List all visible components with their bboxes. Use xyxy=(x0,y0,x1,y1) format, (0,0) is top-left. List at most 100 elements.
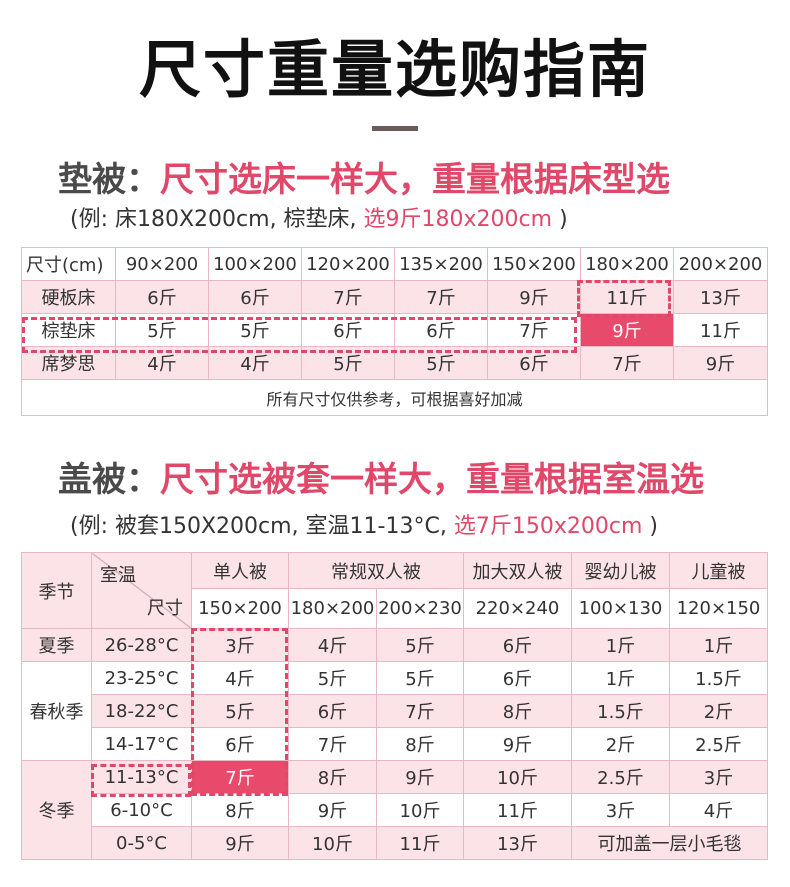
temp-cell: 26-28°C xyxy=(91,628,192,662)
table-cell: 1.5斤 xyxy=(669,661,768,695)
table-cell: 1.5斤 xyxy=(571,694,670,728)
season-label: 冬季 xyxy=(21,760,92,860)
table-size-row: 150×200 180×200 200×230 220×240 100×130 … xyxy=(22,588,768,629)
highlighted-cell: 9斤 xyxy=(580,313,674,347)
table-cell: 10斤 xyxy=(288,826,377,860)
table-cell: 2.5斤 xyxy=(669,727,768,761)
size-header: 220×240 xyxy=(463,588,572,629)
temp-size-header: 室温 尺寸 xyxy=(91,552,192,629)
table-cell: 2斤 xyxy=(669,694,768,728)
size-header: 150×200 xyxy=(191,588,289,629)
table-cell: 4斤 xyxy=(191,661,289,695)
table-header-row: 尺寸(cm) 90×200 100×200 120×200 135×200 15… xyxy=(21,247,768,281)
table-row: 14-17°C 6斤 7斤 8斤 9斤 2斤 2.5斤 xyxy=(22,727,768,761)
table-row: 夏季 26-28°C 3斤 4斤 5斤 6斤 1斤 1斤 xyxy=(21,628,768,662)
table-cell: 10斤 xyxy=(376,793,464,827)
table-cell: 10斤 xyxy=(463,760,572,794)
section2-example: (例: 被套150X200cm, 室温11-13°C, 选7斤150x200cm… xyxy=(70,512,658,542)
section2-example-end: ) xyxy=(642,514,658,539)
table-cell: 7斤 xyxy=(288,727,377,761)
table-cell: 5斤 xyxy=(208,313,302,347)
table-cell: 1斤 xyxy=(571,628,670,662)
section1-heading-accent: 尺寸选床一样大，重量根据床型选 xyxy=(160,160,670,200)
table-header-row: 季节 室温 尺寸 单人被 常规双人被 加大双人被 婴幼儿被 儿童被 xyxy=(21,552,768,629)
table-cell: 3斤 xyxy=(191,628,289,662)
row-label: 席梦思 xyxy=(21,346,116,380)
table-cell: 4斤 xyxy=(115,346,209,380)
table-cell: 9斤 xyxy=(191,826,289,860)
table-cell: 5斤 xyxy=(394,346,488,380)
last-row-note: 可加盖一层小毛毯 xyxy=(571,826,768,860)
row-label: 硬板床 xyxy=(21,280,116,314)
size-header: 100×200 xyxy=(208,247,302,281)
section2-heading-accent: 尺寸选被套一样大，重量根据室温选 xyxy=(160,460,704,500)
table-cell: 11斤 xyxy=(463,793,572,827)
table-cell: 6斤 xyxy=(115,280,209,314)
type-header: 婴幼儿被 xyxy=(571,552,670,589)
table-cell: 4斤 xyxy=(288,628,377,662)
section2-example-plain: (例: 被套150X200cm, 室温11-13°C, xyxy=(70,514,454,539)
table-cell: 8斤 xyxy=(288,760,377,794)
table-cell: 11斤 xyxy=(580,280,674,314)
table-cell: 1斤 xyxy=(669,628,768,662)
type-header: 单人被 xyxy=(191,552,289,589)
table-cell: 13斤 xyxy=(673,280,768,314)
table-cell: 6斤 xyxy=(463,628,572,662)
type-header: 加大双人被 xyxy=(463,552,572,589)
title-underline xyxy=(372,126,418,131)
table-cell: 6斤 xyxy=(288,694,377,728)
type-header: 儿童被 xyxy=(669,552,768,589)
size-header: 135×200 xyxy=(394,247,488,281)
table-cell: 8斤 xyxy=(376,727,464,761)
size-header: 200×200 xyxy=(673,247,768,281)
table-cell: 5斤 xyxy=(191,694,289,728)
table-cell: 5斤 xyxy=(301,346,395,380)
table-cell: 2.5斤 xyxy=(571,760,670,794)
size-header: 90×200 xyxy=(115,247,209,281)
table-cell: 9斤 xyxy=(376,760,464,794)
section2-heading: 盖被：尺寸选被套一样大，重量根据室温选 xyxy=(58,458,704,502)
type-header: 常规双人被 xyxy=(288,552,464,589)
table-cell: 6斤 xyxy=(487,346,581,380)
table-cell: 5斤 xyxy=(115,313,209,347)
size-header: 200×230 xyxy=(376,588,464,629)
season-header: 季节 xyxy=(21,552,92,629)
section1-heading: 垫被：尺寸选床一样大，重量根据床型选 xyxy=(58,158,670,202)
temp-cell: 14-17°C xyxy=(91,727,192,761)
table-row: 0-5°C 9斤 10斤 11斤 13斤 可加盖一层小毛毯 xyxy=(22,826,768,860)
season-label: 春秋季 xyxy=(21,661,92,761)
temp-cell: 6-10°C xyxy=(91,793,192,827)
table-cell: 7斤 xyxy=(376,694,464,728)
table-cell: 7斤 xyxy=(394,280,488,314)
table-note: 所有尺寸仅供参考，可根据喜好加减 xyxy=(21,379,768,416)
table-row: 席梦思 4斤 4斤 5斤 5斤 6斤 7斤 9斤 xyxy=(21,346,768,380)
table-row: 棕垫床 5斤 5斤 6斤 6斤 7斤 9斤 11斤 xyxy=(21,313,768,347)
section2-heading-lead: 盖被： xyxy=(58,460,160,500)
temp-cell: 23-25°C xyxy=(91,661,192,695)
table-row: 春秋季 23-25°C 4斤 5斤 5斤 6斤 1斤 1.5斤 xyxy=(21,661,768,761)
table-cell: 5斤 xyxy=(376,628,464,662)
table-cell: 11斤 xyxy=(376,826,464,860)
table-cell: 7斤 xyxy=(301,280,395,314)
table-cell: 13斤 xyxy=(463,826,572,860)
size-header: 120×200 xyxy=(301,247,395,281)
row-label: 棕垫床 xyxy=(21,313,116,347)
quilt-weight-table: 季节 室温 尺寸 单人被 常规双人被 加大双人被 婴幼儿被 儿童被 150×20… xyxy=(21,552,768,860)
temp-cell: 18-22°C xyxy=(91,694,192,728)
table-cell: 6斤 xyxy=(394,313,488,347)
page-title: 尺寸重量选购指南 xyxy=(138,33,651,106)
table-cell: 9斤 xyxy=(288,793,377,827)
table-row: 6-10°C 8斤 9斤 10斤 11斤 3斤 4斤 xyxy=(22,793,768,827)
table-corner: 尺寸(cm) xyxy=(21,247,116,281)
size-header: 100×130 xyxy=(571,588,670,629)
table-cell: 6斤 xyxy=(208,280,302,314)
table-cell: 8斤 xyxy=(191,793,289,827)
table-cell: 9斤 xyxy=(487,280,581,314)
table-cell: 11斤 xyxy=(673,313,768,347)
table-cell: 6斤 xyxy=(301,313,395,347)
table-cell: 9斤 xyxy=(463,727,572,761)
table-cell: 2斤 xyxy=(571,727,670,761)
section1-example-plain: (例: 床180X200cm, 棕垫床, xyxy=(70,207,364,232)
size-header-label: 尺寸 xyxy=(147,598,183,619)
section1-example-accent: 选9斤180x200cm xyxy=(363,207,553,232)
